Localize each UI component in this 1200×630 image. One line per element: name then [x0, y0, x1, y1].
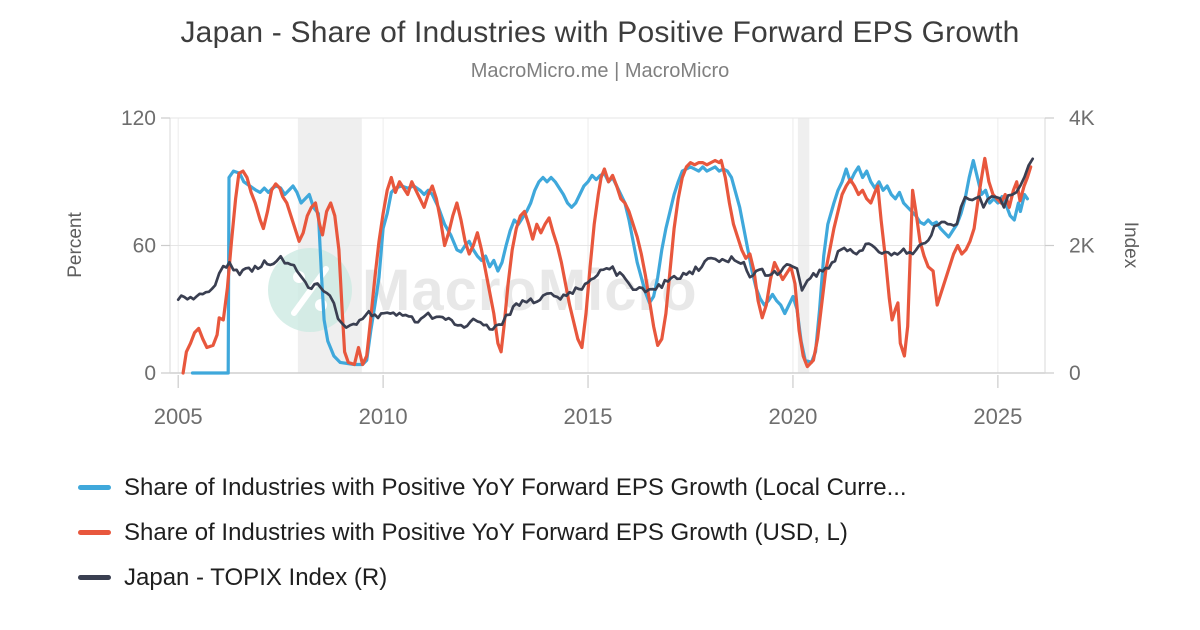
legend-label-local-currency: Share of Industries with Positive YoY Fo…: [124, 473, 907, 501]
x-tick-label: 2010: [359, 404, 408, 429]
x-tick-label: 2025: [973, 404, 1022, 429]
chart-plot: 2005 2010 2015 2020 2025 0 60 120 0 2K 4K MacroMicr…: [121, 107, 1095, 429]
y-right-tick-label: 0: [1069, 362, 1081, 385]
y-right-tick-label: 4K: [1069, 107, 1095, 130]
legend-swatch-blue: [78, 485, 111, 490]
chart-subtitle: MacroMicro.me | MacroMicro: [470, 60, 730, 82]
watermark-logo-dot-icon: [315, 299, 327, 311]
y-left-tick-label: 120: [121, 107, 156, 130]
legend-swatch-red: [78, 530, 111, 535]
legend-label-usd: Share of Industries with Positive YoY Fo…: [124, 518, 848, 546]
series-line-2: [176, 157, 1035, 331]
legend: Share of Industries with Positive YoY Fo…: [78, 465, 907, 600]
y-left-tick-label: 60: [133, 235, 156, 258]
y-right-tick-label: 2K: [1069, 235, 1095, 258]
legend-swatch-dark: [78, 575, 111, 580]
watermark-text: MacroMicro: [362, 258, 698, 323]
legend-item-topix[interactable]: Japan - TOPIX Index (R): [78, 555, 907, 600]
legend-label-topix: Japan - TOPIX Index (R): [124, 563, 388, 591]
legend-item-usd[interactable]: Share of Industries with Positive YoY Fo…: [78, 510, 907, 555]
x-tick-label: 2015: [564, 404, 613, 429]
x-tick-label: 2020: [768, 404, 817, 429]
watermark-logo-dot-icon: [293, 271, 305, 283]
series-line-1: [181, 156, 1033, 375]
chart-title: Japan - Share of Industries with Positiv…: [180, 16, 1020, 49]
y-left-tick-label: 0: [144, 362, 156, 385]
legend-item-local-currency[interactable]: Share of Industries with Positive YoY Fo…: [78, 465, 907, 510]
x-tick-label: 2005: [154, 404, 203, 429]
